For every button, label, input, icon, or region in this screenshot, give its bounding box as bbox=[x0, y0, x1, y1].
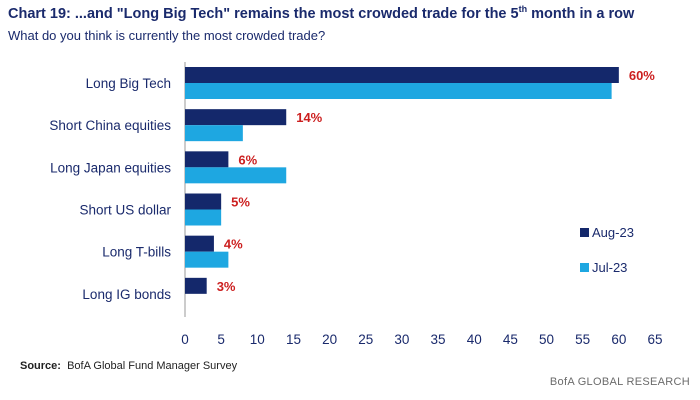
data-label: 60% bbox=[629, 68, 655, 83]
x-tick-label: 55 bbox=[575, 332, 590, 347]
data-label: 3% bbox=[217, 279, 236, 294]
bar-aug-23 bbox=[185, 277, 207, 294]
x-tick-label: 10 bbox=[250, 332, 265, 347]
x-tick-label: 35 bbox=[431, 332, 446, 347]
bar-jul-23 bbox=[185, 251, 229, 268]
category-label: Long IG bonds bbox=[82, 287, 171, 302]
bar-jul-23 bbox=[185, 167, 287, 184]
x-tick-label: 0 bbox=[181, 332, 189, 347]
x-tick-label: 40 bbox=[467, 332, 482, 347]
data-label: 4% bbox=[224, 237, 243, 252]
chart-title-suffix: month in a row bbox=[527, 5, 635, 22]
x-tick-label: 20 bbox=[322, 332, 337, 347]
data-label: 14% bbox=[296, 110, 322, 125]
legend-label: Aug-23 bbox=[592, 225, 634, 240]
category-label: Short US dollar bbox=[79, 203, 171, 218]
source-label: Source: bbox=[20, 360, 61, 372]
data-label: 6% bbox=[238, 152, 257, 167]
x-tick-label: 45 bbox=[503, 332, 518, 347]
x-tick-label: 15 bbox=[286, 332, 301, 347]
bar-aug-23 bbox=[185, 67, 619, 83]
x-tick-label: 5 bbox=[217, 332, 225, 347]
research-footer: BofA GLOBAL RESEARCH bbox=[549, 376, 690, 388]
x-tick-label: 60 bbox=[611, 332, 626, 347]
bar-aug-23 bbox=[185, 109, 287, 126]
legend-swatch-aug-23 bbox=[580, 228, 589, 237]
chart-subtitle: What do you think is currently the most … bbox=[8, 28, 326, 43]
data-label: 5% bbox=[231, 195, 250, 210]
bar-aug-23 bbox=[185, 151, 229, 168]
category-label: Long Big Tech bbox=[86, 76, 171, 91]
bar-aug-23 bbox=[185, 193, 222, 210]
x-tick-label: 50 bbox=[539, 332, 554, 347]
chart-title: Chart 19: ...and "Long Big Tech" remains… bbox=[8, 4, 634, 22]
source-text: BofA Global Fund Manager Survey bbox=[67, 360, 238, 372]
x-tick-label: 65 bbox=[647, 332, 662, 347]
legend-label: Jul-23 bbox=[592, 260, 627, 275]
chart-title-text: Chart 19: ...and "Long Big Tech" remains… bbox=[8, 5, 519, 22]
category-label: Long Japan equities bbox=[50, 160, 171, 175]
source-note: Source: BofA Global Fund Manager Survey bbox=[20, 360, 237, 372]
bar-jul-23 bbox=[185, 125, 243, 142]
category-label: Short China equities bbox=[49, 118, 171, 133]
legend-swatch-jul-23 bbox=[580, 263, 589, 272]
bar-jul-23 bbox=[185, 209, 222, 226]
x-tick-label: 25 bbox=[358, 332, 373, 347]
x-tick-label: 30 bbox=[394, 332, 409, 347]
bar-aug-23 bbox=[185, 235, 214, 252]
category-label: Long T-bills bbox=[102, 245, 171, 260]
chart-title-superscript: th bbox=[518, 4, 528, 14]
bar-jul-23 bbox=[185, 83, 612, 99]
